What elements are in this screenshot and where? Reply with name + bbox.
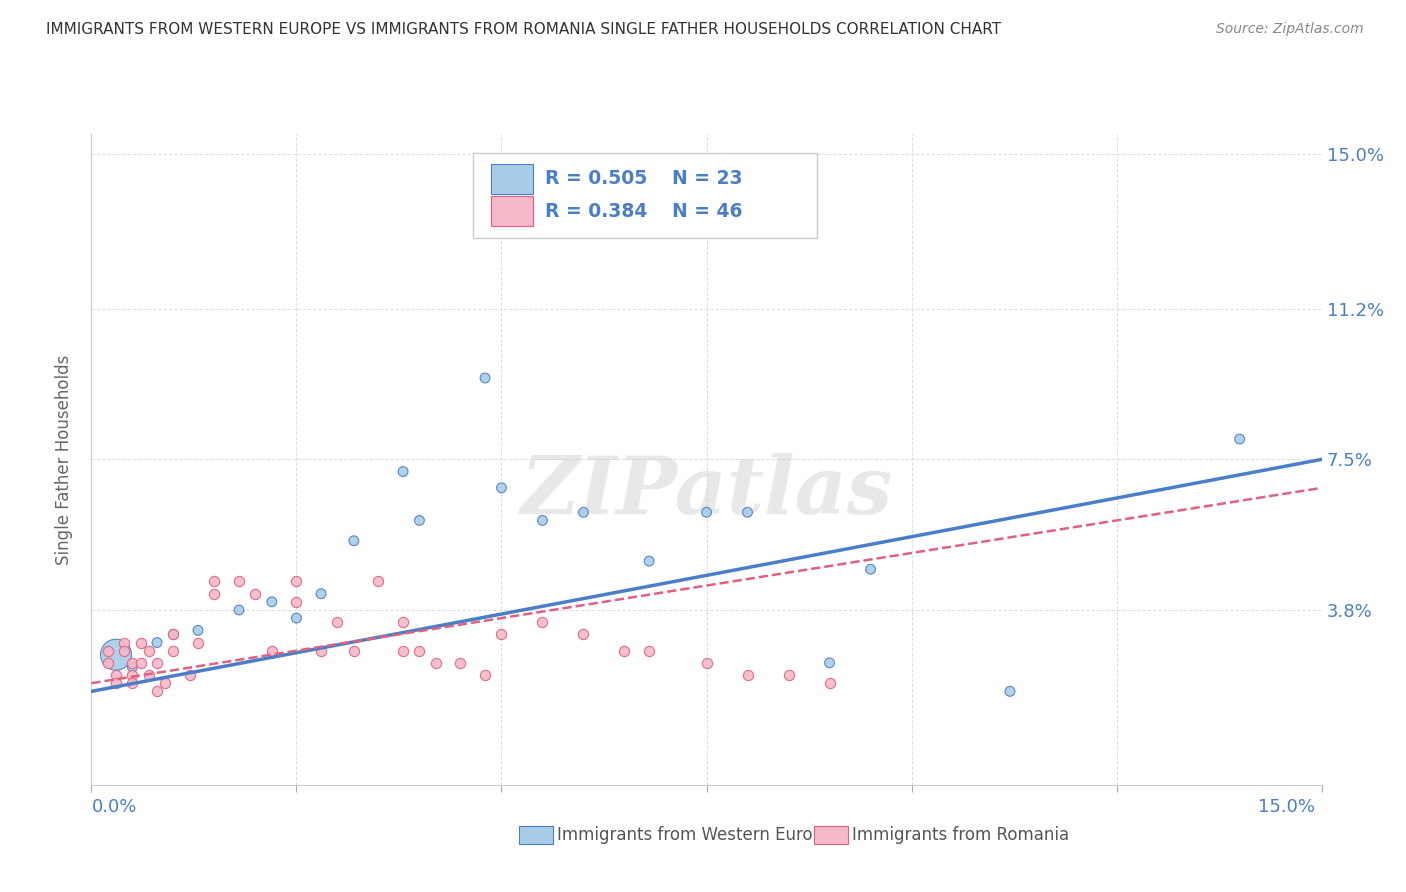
Point xyxy=(153,676,177,690)
Text: N = 46: N = 46 xyxy=(672,202,742,221)
Point xyxy=(572,505,595,519)
FancyBboxPatch shape xyxy=(491,164,533,194)
Point xyxy=(179,668,201,682)
Point xyxy=(187,635,209,649)
Text: Immigrants from Western Europe: Immigrants from Western Europe xyxy=(557,826,834,844)
Point xyxy=(138,668,160,682)
Point xyxy=(392,615,415,630)
Point xyxy=(228,574,250,589)
Point xyxy=(613,643,636,657)
Text: IMMIGRANTS FROM WESTERN EUROPE VS IMMIGRANTS FROM ROMANIA SINGLE FATHER HOUSEHOL: IMMIGRANTS FROM WESTERN EUROPE VS IMMIGR… xyxy=(46,22,1001,37)
Point xyxy=(343,533,366,548)
Point xyxy=(491,481,513,495)
Y-axis label: Single Father Households: Single Father Households xyxy=(55,354,73,565)
Point xyxy=(162,627,184,641)
Point xyxy=(97,643,120,657)
Point xyxy=(162,643,184,657)
Point xyxy=(121,656,143,670)
Point xyxy=(638,554,661,568)
Point xyxy=(531,513,554,527)
Point xyxy=(572,627,595,641)
Point xyxy=(105,676,127,690)
Point xyxy=(449,656,471,670)
Point xyxy=(408,643,430,657)
Point xyxy=(818,656,841,670)
Point xyxy=(228,603,250,617)
Point xyxy=(187,624,209,638)
Point xyxy=(129,656,152,670)
Point xyxy=(121,660,143,674)
Point xyxy=(129,635,152,649)
Point xyxy=(245,587,267,601)
Point xyxy=(105,648,127,662)
Point xyxy=(146,635,169,649)
Text: Immigrants from Romania: Immigrants from Romania xyxy=(852,826,1069,844)
Point xyxy=(695,656,717,670)
Point xyxy=(260,643,283,657)
Point xyxy=(121,676,143,690)
Point xyxy=(162,627,184,641)
Point xyxy=(367,574,389,589)
Point xyxy=(138,643,160,657)
Point xyxy=(859,562,882,576)
Point xyxy=(392,643,415,657)
Point xyxy=(309,643,332,657)
Point xyxy=(97,656,120,670)
Point xyxy=(285,574,308,589)
Point xyxy=(146,656,169,670)
Point xyxy=(998,684,1021,698)
Point xyxy=(737,668,759,682)
Text: 0.0%: 0.0% xyxy=(91,798,136,816)
Point xyxy=(474,371,496,385)
Point xyxy=(121,668,143,682)
FancyBboxPatch shape xyxy=(491,196,533,227)
Point xyxy=(408,513,430,527)
Text: R = 0.505: R = 0.505 xyxy=(546,169,648,188)
Point xyxy=(105,668,127,682)
Point xyxy=(343,643,366,657)
Text: ZIPatlas: ZIPatlas xyxy=(520,453,893,531)
Text: Source: ZipAtlas.com: Source: ZipAtlas.com xyxy=(1216,22,1364,37)
Point xyxy=(260,595,283,609)
Point xyxy=(737,505,759,519)
Point xyxy=(474,668,496,682)
Point xyxy=(202,587,225,601)
Point xyxy=(778,668,800,682)
Point xyxy=(285,595,308,609)
Point xyxy=(425,656,447,670)
Point xyxy=(202,574,225,589)
Point xyxy=(112,643,135,657)
Point xyxy=(491,627,513,641)
Point xyxy=(392,465,415,479)
Point xyxy=(146,684,169,698)
Point xyxy=(531,615,554,630)
Point xyxy=(309,587,332,601)
Point xyxy=(818,676,841,690)
Point xyxy=(112,635,135,649)
Text: N = 23: N = 23 xyxy=(672,169,742,188)
Point xyxy=(1229,432,1251,446)
Point xyxy=(326,615,349,630)
FancyBboxPatch shape xyxy=(472,153,817,238)
Point xyxy=(638,643,661,657)
Text: R = 0.384: R = 0.384 xyxy=(546,202,648,221)
Point xyxy=(285,611,308,625)
Point xyxy=(695,505,717,519)
Text: 15.0%: 15.0% xyxy=(1257,798,1315,816)
